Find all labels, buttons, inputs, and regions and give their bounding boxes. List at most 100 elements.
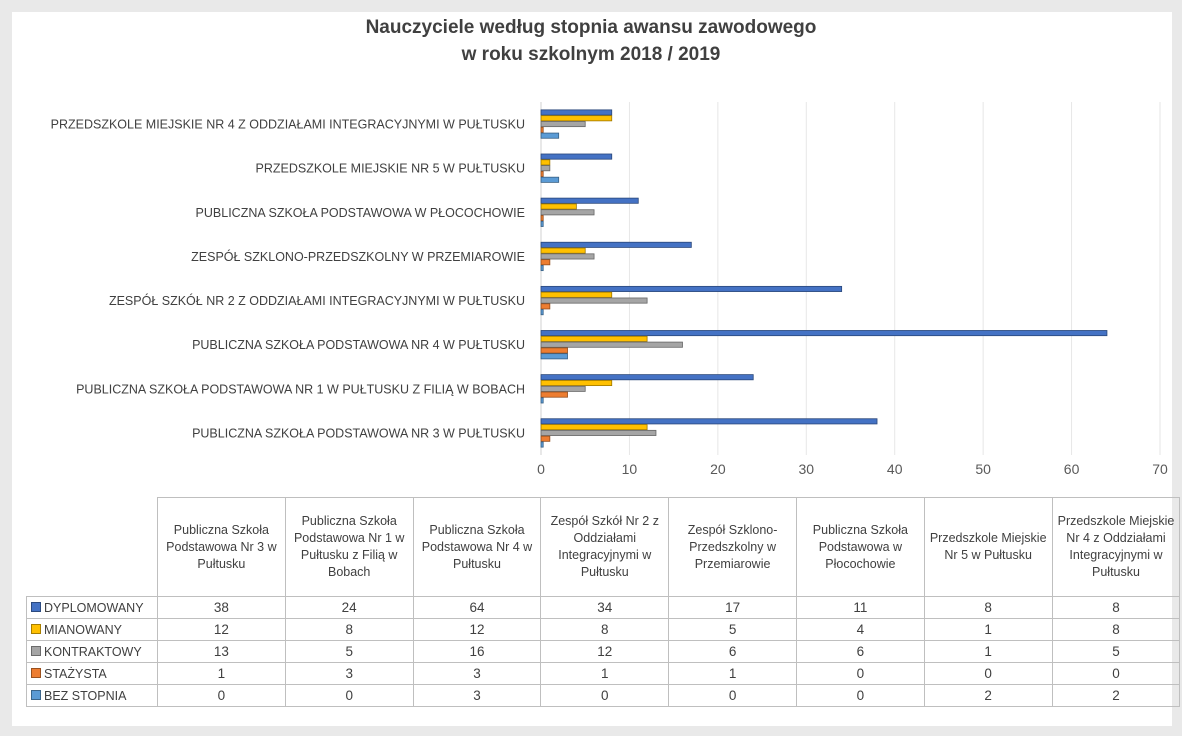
bar-kontraktowy xyxy=(540,253,595,260)
table-cell: 0 xyxy=(668,684,797,707)
legend-entry: MIANOWANY xyxy=(26,618,158,641)
table-cell: 64 xyxy=(412,596,542,619)
table-cell: 1 xyxy=(540,662,670,685)
bar-dyplomowany xyxy=(540,330,1108,337)
bar-mianowany xyxy=(540,335,648,342)
bar-dyplomowany xyxy=(540,197,639,204)
table-row: KONTRAKTOWY 13 5 16 12 6 6 1 5 xyxy=(26,640,1181,663)
bar-bez-stopnia xyxy=(540,176,560,183)
bar-dyplomowany xyxy=(540,241,692,248)
category-label: PUBLICZNA SZKOŁA PODSTAWOWA NR 4 W PUŁTU… xyxy=(192,338,525,352)
series-name: MIANOWANY xyxy=(44,622,123,637)
bar-bez-stopnia xyxy=(540,441,544,448)
table-column-header: Publiczna Szkoła Podstawowa Nr 3 w Pułtu… xyxy=(157,497,286,597)
legend-entry: BEZ STOPNIA xyxy=(26,684,158,707)
table-cell: 3 xyxy=(412,662,542,685)
table-cell: 8 xyxy=(1051,596,1181,619)
table-cell: 6 xyxy=(668,640,797,663)
table-cell: 1 xyxy=(668,662,797,685)
x-tick-label: 20 xyxy=(710,461,726,477)
table-cell: 8 xyxy=(540,618,670,641)
table-row: BEZ STOPNIA 0 0 3 0 0 0 2 2 xyxy=(26,684,1181,707)
category-label: PRZEDSZKOLE MIEJSKIE NR 5 W PUŁTUSKU xyxy=(256,162,526,176)
bar-plot: 0 10 20 30 40 50 60 70 PUBLICZNA SZKOŁA PODSTAWO… xyxy=(51,102,1168,477)
table-cell: 8 xyxy=(923,596,1053,619)
table-cell: 8 xyxy=(284,618,414,641)
x-tick-label: 0 xyxy=(537,461,545,477)
chart-subtitle: w roku szkolnym 2018 / 2019 xyxy=(461,44,721,65)
table-cell: 2 xyxy=(923,684,1053,707)
table-cell: 12 xyxy=(412,618,542,641)
bar-stażysta xyxy=(540,215,544,222)
legend-swatch xyxy=(31,689,41,700)
table-column-header: Zespół Szkół Nr 2 z Oddziałami Integracy… xyxy=(540,497,670,597)
table-cell: 8 xyxy=(1051,618,1181,641)
table-cell: 6 xyxy=(795,640,925,663)
x-tick-label: 30 xyxy=(798,461,814,477)
x-tick-label: 60 xyxy=(1064,461,1080,477)
table-row: STAŻYSTA 1 3 3 1 1 0 0 0 xyxy=(26,662,1181,685)
bar-mianowany xyxy=(540,247,586,254)
x-tick-label: 70 xyxy=(1152,461,1168,477)
table-cell: 1 xyxy=(923,640,1053,663)
table-column-header: Publiczna Szkoła Podstawowa w Płocochowi… xyxy=(795,497,925,597)
series-name: STAŻYSTA xyxy=(44,666,107,681)
bar-kontraktowy xyxy=(540,121,586,128)
category-label: ZESPÓŁ SZKÓŁ NR 2 Z ODDZIAŁAMI INTEGRACY… xyxy=(109,293,525,308)
bar-stażysta xyxy=(540,347,568,354)
bar-bez-stopnia xyxy=(540,265,544,272)
table-cell: 1 xyxy=(157,662,286,685)
table-cell: 0 xyxy=(284,684,414,707)
table-column-header: Przedszkole Miejskie Nr 4 z Oddziałami I… xyxy=(1051,497,1181,597)
category-label: ZESPÓŁ SZKLONO-PRZEDSZKOLNY W PRZEMIAROW… xyxy=(191,249,525,264)
bar-bez-stopnia xyxy=(540,309,544,316)
series-name: BEZ STOPNIA xyxy=(44,688,127,703)
bar-dyplomowany xyxy=(540,109,613,116)
bar-bez-stopnia xyxy=(540,132,560,139)
chart-title-block: Nauczyciele według stopnia awansu zawodo… xyxy=(0,14,1182,68)
legend-entry: KONTRAKTOWY xyxy=(26,640,158,663)
table-corner xyxy=(26,497,158,597)
category-label: PRZEDSZKOLE MIEJSKIE NR 4 Z ODDZIAŁAMI I… xyxy=(51,118,525,132)
bar-mianowany xyxy=(540,115,613,122)
x-tick-label: 10 xyxy=(622,461,638,477)
legend-swatch xyxy=(31,645,41,656)
table-cell: 5 xyxy=(1051,640,1181,663)
table-cell: 1 xyxy=(923,618,1053,641)
bar-stażysta xyxy=(540,126,544,133)
table-cell: 24 xyxy=(284,596,414,619)
table-cell: 5 xyxy=(668,618,797,641)
bar-mianowany xyxy=(540,203,577,210)
table-column-header: Przedszkole Miejskie Nr 5 w Pułtusku xyxy=(923,497,1053,597)
x-tick-label: 50 xyxy=(975,461,991,477)
table-row: DYPLOMOWANY 38 24 64 34 17 11 8 8 xyxy=(26,596,1181,619)
legend-swatch xyxy=(31,601,41,612)
table-cell: 0 xyxy=(795,662,925,685)
table-header-row: Publiczna Szkoła Podstawowa Nr 3 w Pułtu… xyxy=(26,497,1181,597)
table-cell: 2 xyxy=(1051,684,1181,707)
table-cell: 12 xyxy=(540,640,670,663)
table-cell: 13 xyxy=(157,640,286,663)
table-cell: 12 xyxy=(157,618,286,641)
bar-bez-stopnia xyxy=(540,353,568,360)
table-cell: 5 xyxy=(284,640,414,663)
bar-bez-stopnia xyxy=(540,220,544,227)
table-column-header: Zespół Szklono-Przedszkolny w Przemiarow… xyxy=(668,497,797,597)
bar-stażysta xyxy=(540,170,544,177)
table-column-header: Publiczna Szkoła Podstawowa Nr 4 w Pułtu… xyxy=(412,497,542,597)
bar-dyplomowany xyxy=(540,285,843,292)
table-cell: 16 xyxy=(412,640,542,663)
bar-mianowany xyxy=(540,291,613,298)
category-label: PUBLICZNA SZKOŁA PODSTAWOWA NR 3 W PUŁTU… xyxy=(192,426,525,440)
table-cell: 17 xyxy=(668,596,797,619)
table-cell: 0 xyxy=(540,684,670,707)
legend-swatch xyxy=(31,667,41,678)
category-label: PUBLICZNA SZKOŁA PODSTAWOWA W PŁOCOCHOWI… xyxy=(196,206,525,220)
legend-entry: DYPLOMOWANY xyxy=(26,596,158,619)
bar-kontraktowy xyxy=(540,385,586,392)
bar-kontraktowy xyxy=(540,297,648,304)
table-cell: 0 xyxy=(923,662,1053,685)
table-row: MIANOWANY 12 8 12 8 5 4 1 8 xyxy=(26,618,1181,641)
table-cell: 3 xyxy=(412,684,542,707)
table-cell: 3 xyxy=(284,662,414,685)
